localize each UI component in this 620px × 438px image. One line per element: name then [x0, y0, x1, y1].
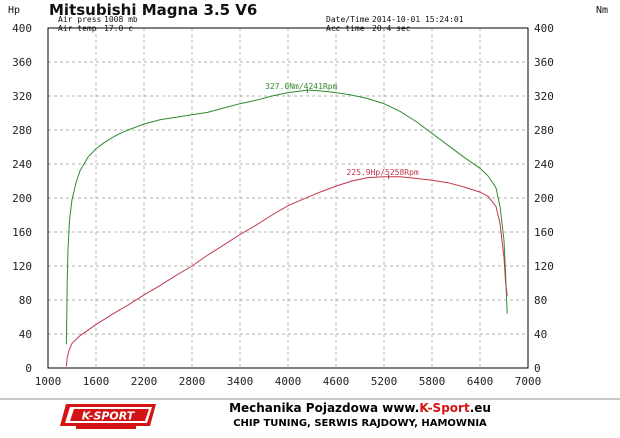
x-tick-label: 5200 — [371, 375, 398, 388]
y-tick-label-right: 200 — [534, 192, 554, 205]
y-tick-label-left: 240 — [12, 158, 32, 171]
x-tick-label: 4000 — [275, 375, 302, 388]
left-unit-label: Hp — [8, 5, 20, 16]
power-peak-label: 225.9Hp/5258Rpm — [347, 168, 419, 177]
plot-frame — [47, 27, 529, 369]
y-tick-label-left: 360 — [12, 56, 32, 69]
y-tick-label-left: 40 — [19, 328, 32, 341]
datetime-value: 2014-10-01 15:24:01 — [372, 15, 464, 24]
y-tick-label-right: 280 — [534, 124, 554, 137]
y-tick-label-left: 0 — [25, 362, 32, 375]
y-tick-label-right: 360 — [534, 56, 554, 69]
acc-time-label: Acc time — [326, 24, 365, 33]
x-axis-ticks: 1000 1600 2200 2800 3400 4000 4600 5200 5800 6400… — [35, 375, 542, 388]
y-tick-label-right: 160 — [534, 226, 554, 239]
series-layer — [65, 89, 508, 367]
torque-peak-label: 327.0Nm/4241Rpm — [265, 82, 337, 91]
logo-text: K-SPORT — [82, 410, 136, 423]
datetime-label: Date/Time — [326, 15, 370, 24]
acc-time-value: 20.4 sec — [372, 24, 411, 33]
k-sport-logo: K-SPORT — [60, 404, 156, 429]
air-temp-label: Air temp — [58, 24, 97, 33]
y-tick-label-right: 240 — [534, 158, 554, 171]
x-tick-label: 5800 — [419, 375, 446, 388]
footer-services-line: CHIP TUNING, SERWIS RAJDOWY, HAMOWNIA — [233, 418, 487, 429]
y-axis-left-ticks: 0 40 80 120 160 200 240 280 320 360 400 — [12, 22, 32, 375]
footer-company-line: Mechanika Pojazdowa www.K-Sport.eu — [210, 401, 510, 415]
y-tick-label-right: 80 — [534, 294, 547, 307]
x-tick-label: 7000 — [515, 375, 542, 388]
y-tick-label-left: 320 — [12, 90, 32, 103]
torque-curve — [65, 89, 508, 345]
y-tick-label-right: 400 — [534, 22, 554, 35]
power-curve — [65, 176, 508, 367]
footer-domain: .eu — [469, 401, 491, 415]
x-tick-label: 1000 — [35, 375, 62, 388]
right-unit-label: Nm — [596, 5, 608, 16]
y-tick-label-left: 120 — [12, 260, 32, 273]
footer-company-name: Mechanika Pojazdowa — [229, 401, 383, 415]
dyno-chart: 1000 1600 2200 2800 3400 4000 4600 5200 5800 6400… — [0, 0, 620, 398]
chart-background — [0, 0, 620, 398]
x-tick-label: 6400 — [467, 375, 494, 388]
air-press-label: Air press — [58, 15, 102, 24]
annotation-layer: 327.0Nm/4241Rpm 225.9Hp/5258Rpm — [265, 82, 419, 179]
y-tick-label-right: 40 — [534, 328, 547, 341]
y-tick-label-left: 200 — [12, 192, 32, 205]
footer-www: www. — [382, 401, 420, 415]
air-press-value: 1008 mb — [104, 15, 138, 24]
x-tick-label: 2200 — [131, 375, 158, 388]
x-tick-label: 1600 — [83, 375, 110, 388]
y-tick-label-right: 0 — [534, 362, 541, 375]
x-tick-label: 2800 — [179, 375, 206, 388]
y-tick-label-left: 80 — [19, 294, 32, 307]
grid — [48, 28, 528, 368]
y-tick-label-left: 280 — [12, 124, 32, 137]
footer-banner: K-SPORT Mechanika Pojazdowa www.K-Sport.… — [0, 398, 620, 438]
footer-brand: K-Sport — [419, 401, 470, 415]
y-tick-label-left: 400 — [12, 22, 32, 35]
air-temp-value: 17.0 c — [104, 24, 133, 33]
y-tick-label-right: 320 — [534, 90, 554, 103]
y-tick-label-left: 160 — [12, 226, 32, 239]
x-tick-label: 4600 — [323, 375, 350, 388]
chart-title: Mitsubishi Magna 3.5 V6 — [49, 1, 257, 19]
footer-divider — [0, 398, 620, 400]
y-tick-label-right: 120 — [534, 260, 554, 273]
y-axis-right-ticks: 0 40 80 120 160 200 240 280 320 360 400 — [534, 22, 554, 375]
x-tick-label: 3400 — [227, 375, 254, 388]
